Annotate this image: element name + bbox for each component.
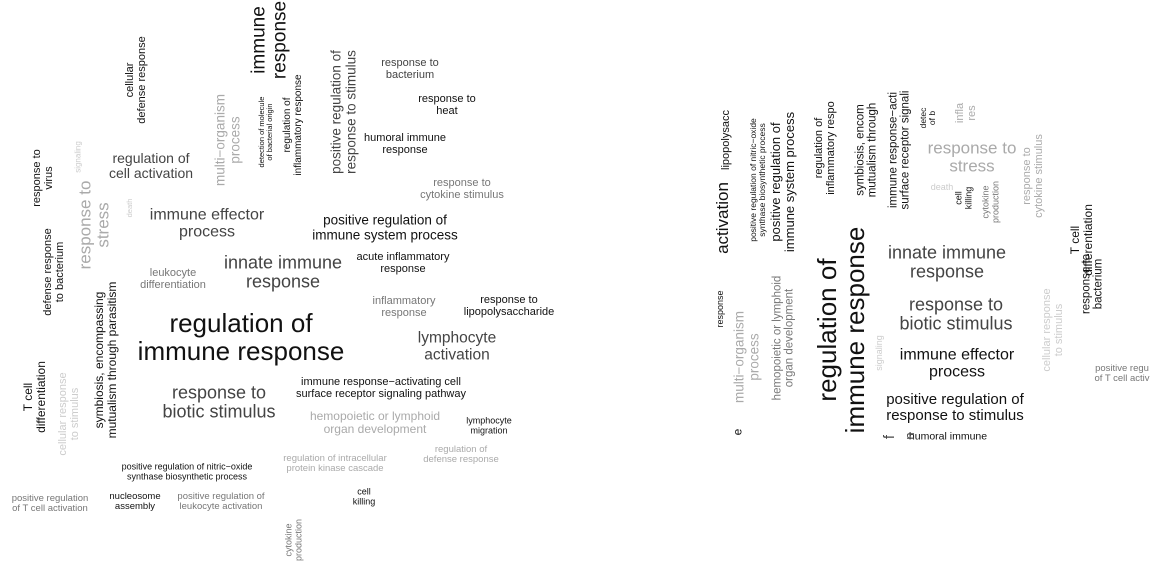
right-word-25: positive regulation of response to stimu…	[886, 390, 1024, 424]
left-word-10: regulation of cell activation	[108, 149, 194, 181]
left-word-35: cell killing	[352, 486, 376, 506]
left-word-37: nucleosome assembly	[109, 490, 161, 512]
right-word-18: response to biotic stimulus	[899, 294, 1013, 334]
right-word-28: e	[730, 428, 745, 436]
right-word-21: hemopoietic or lymphoid organ developmen…	[771, 275, 796, 401]
right-word-15: response to bacterium	[1080, 253, 1105, 315]
left-word-23: symbiosis, encompassing mutualism throug…	[92, 281, 119, 439]
left-word-0: immune response	[248, 0, 290, 80]
right-word-10: death	[930, 182, 954, 193]
left-word-20: innate immune response	[223, 252, 343, 292]
right-word-20: multi−organism process	[731, 311, 761, 403]
left-word-3: regulation of inflammatory response	[282, 74, 304, 176]
left-word-12: signaling	[73, 141, 83, 173]
left-word-39: cytokine production	[283, 518, 303, 562]
left-word-8: humoral immune response	[364, 132, 446, 156]
left-word-cloud: immune response cellular defense response…	[0, 0, 575, 567]
left-word-28: T cell differentiation	[21, 361, 48, 433]
left-word-33: regulation of intracellular protein kina…	[283, 452, 387, 474]
left-word-29: cellular response to stimulus	[57, 372, 81, 456]
left-word-26: immune response−activating cell surface …	[296, 376, 466, 400]
right-word-8: infla res	[954, 102, 978, 124]
right-word-30: n	[901, 432, 917, 440]
right-word-2: positive regulation of nitric−oxide synt…	[747, 118, 767, 242]
left-word-21: inflammatory response	[372, 295, 436, 319]
left-word-9: response to cytokine stimulus	[420, 177, 504, 201]
right-word-9: response to stress	[927, 138, 1017, 176]
right-word-27: positive regu of T cell activ	[1094, 362, 1150, 384]
left-word-14: death	[124, 198, 134, 218]
left-word-7: response to heat	[418, 93, 476, 117]
left-word-5: multi−organism process	[212, 94, 242, 186]
right-word-3: positive regulation of immune system pro…	[767, 111, 797, 253]
right-word-13: response to cytokine stimulus	[1021, 134, 1045, 218]
left-word-1: cellular defense response	[124, 36, 148, 124]
left-word-2: detection of molecule of bacterial origi…	[256, 96, 274, 168]
left-word-24: regulation of immune response	[137, 307, 345, 366]
left-word-4: positive regulation of response to stimu…	[328, 50, 358, 174]
right-word-12: cytokine production	[980, 180, 1000, 224]
left-word-11: response to virus	[31, 149, 55, 207]
right-word-19: response	[715, 290, 726, 328]
left-word-13: response to stress	[75, 180, 113, 270]
right-word-24: immune effector process	[899, 346, 1015, 381]
right-word-4: regulation of inflammatory respo	[813, 101, 837, 195]
left-word-34: positive regulation of nitric−oxide synt…	[121, 461, 253, 481]
left-word-15: immune effector process	[149, 206, 265, 241]
right-word-16: innate immune response	[887, 242, 1007, 282]
left-word-38: positive regulation of leukocyte activat…	[177, 490, 265, 512]
left-word-36: positive regulation of T cell activation	[11, 492, 89, 514]
right-word-5: symbiosis, encom mutualism through	[854, 102, 879, 198]
left-word-18: defense response to bacterium	[42, 228, 66, 316]
left-word-30: hemopoietic or lymphoid organ developmen…	[309, 409, 441, 436]
right-word-22: signaling	[874, 335, 885, 371]
right-word-29: f	[880, 434, 898, 440]
right-word-26: humoral immune	[908, 430, 988, 443]
right-word-1: lipopolysacc	[720, 110, 733, 170]
left-word-6: response to bacterium	[381, 57, 439, 81]
left-word-22: response to lipopolysaccharide	[463, 294, 555, 318]
right-word-0: activation	[712, 182, 732, 254]
left-word-25: lymphocyte activation	[417, 329, 497, 363]
right-word-11: cell killing	[953, 186, 973, 210]
right-word-cloud: activation lipopolysacc positive regulatio…	[700, 0, 1151, 567]
left-word-16: positive regulation of immune system pro…	[312, 212, 458, 242]
left-word-31: lymphocyte migration	[466, 415, 512, 435]
right-word-23: cellular response to stimulus	[1041, 288, 1065, 372]
left-word-19: leukocyte differentiation	[140, 267, 206, 291]
left-word-17: acute inflammatory response	[356, 251, 450, 275]
left-word-27: response to biotic stimulus	[162, 382, 276, 422]
right-word-17: regulation of immune response	[811, 226, 870, 434]
right-word-7: detec of b	[917, 107, 937, 129]
right-word-6: immune response−acti surface receptor si…	[887, 90, 912, 210]
left-word-32: regulation of defense response	[423, 443, 499, 465]
